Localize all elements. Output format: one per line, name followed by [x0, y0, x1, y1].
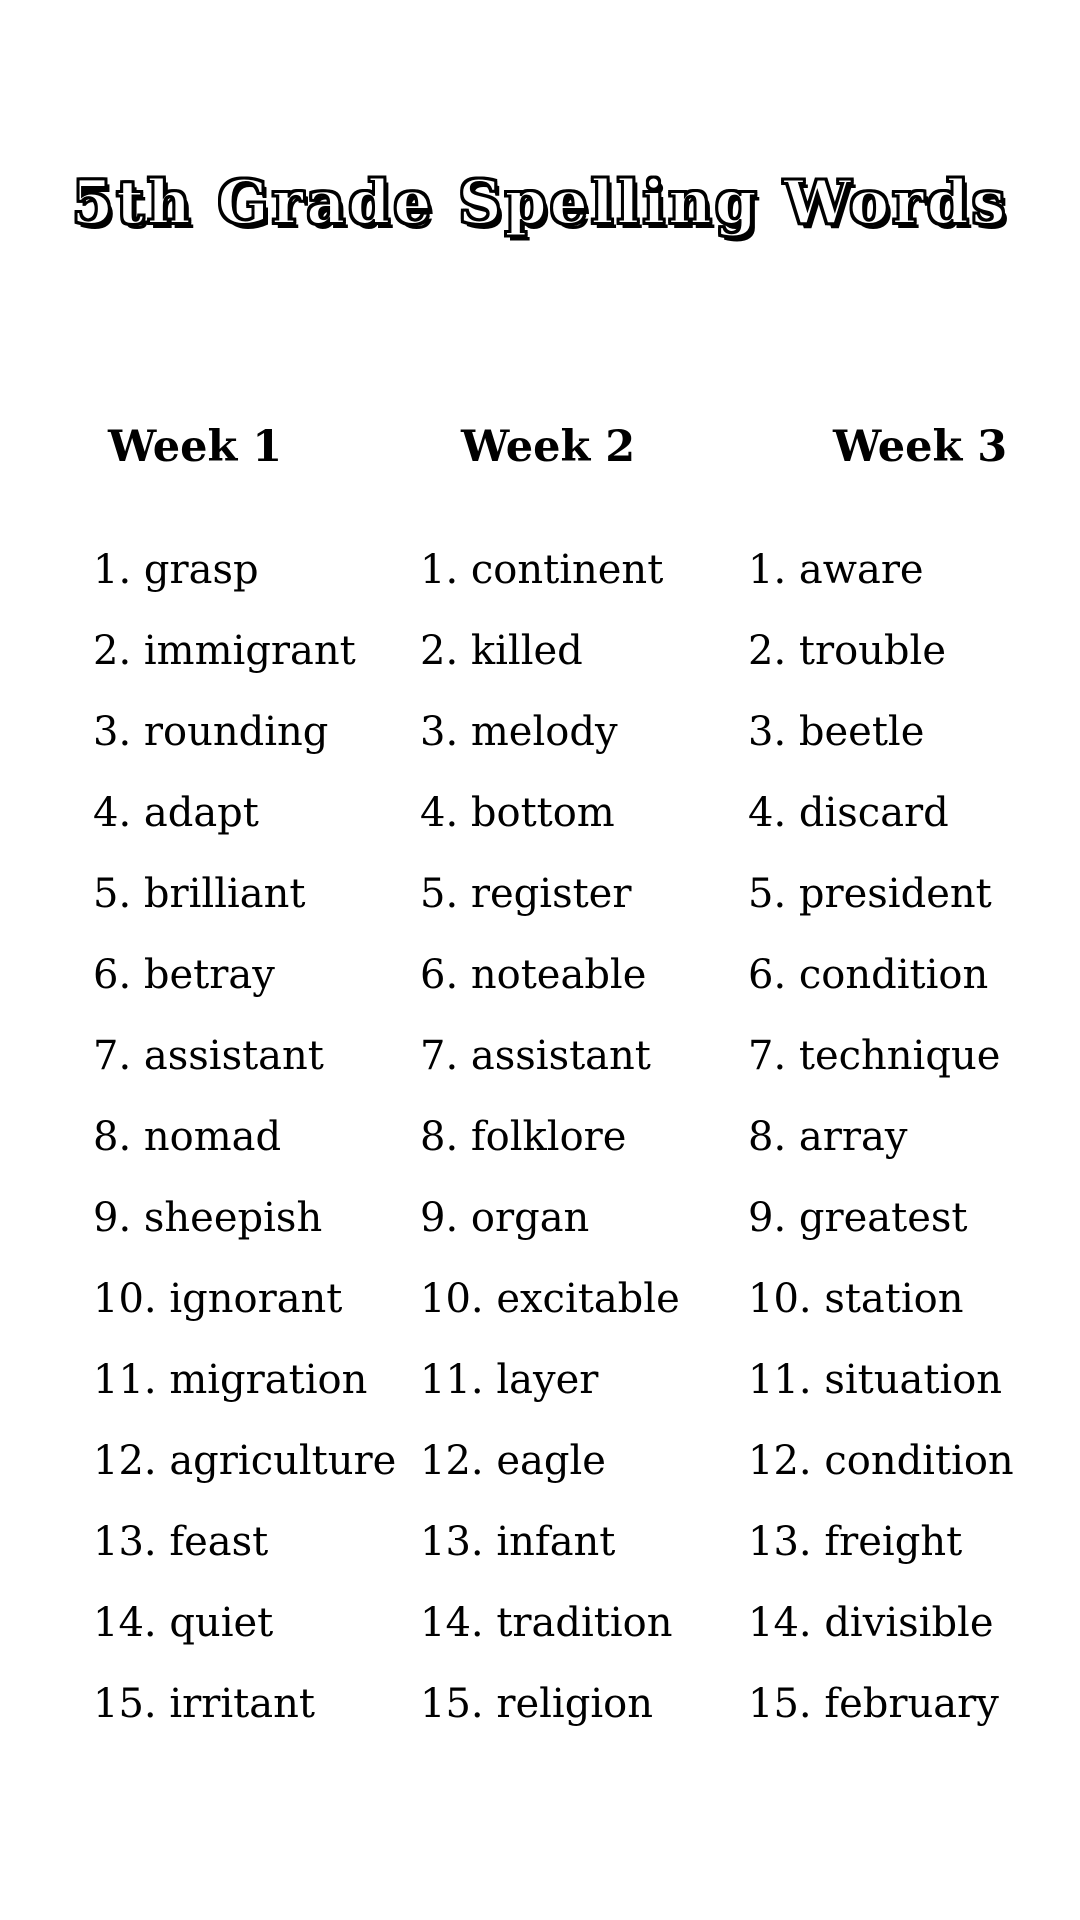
word-item: 12. eagle: [420, 1438, 606, 1484]
word-item: 5. president: [748, 871, 992, 917]
word-item: 6. betray: [93, 952, 275, 998]
word-item: 8. nomad: [93, 1114, 282, 1160]
word-item: 7. technique: [748, 1033, 1001, 1079]
word-item: 12. condition: [748, 1438, 1014, 1484]
word-item: 13. feast: [93, 1519, 269, 1565]
word-item: 8. array: [748, 1114, 908, 1160]
word-item: 9. greatest: [748, 1195, 968, 1241]
word-item: 1. aware: [748, 547, 924, 593]
word-item: 4. discard: [748, 790, 949, 836]
week-2-header: Week 2: [461, 422, 636, 472]
word-item: 10. excitable: [420, 1276, 680, 1322]
word-item: 12. agriculture: [93, 1438, 397, 1484]
word-item: 4. adapt: [93, 790, 259, 836]
word-item: 8. folklore: [420, 1114, 627, 1160]
word-item: 3. beetle: [748, 709, 925, 755]
word-item: 3. melody: [420, 709, 618, 755]
word-item: 1. continent: [420, 547, 664, 593]
word-item: 10. station: [748, 1276, 964, 1322]
week-3-header: Week 3: [833, 422, 1008, 472]
word-item: 7. assistant: [420, 1033, 651, 1079]
word-item: 1. grasp: [93, 547, 259, 593]
word-item: 15. irritant: [93, 1681, 315, 1727]
week-1-word-list: 1. grasp 2. immigrant 3. rounding 4. adapt 5…: [93, 545, 396, 1760]
week-2-word-list: 1. continent 2. killed 3. melody 4. bottom 5…: [420, 545, 680, 1760]
week-1-header: Week 1: [108, 422, 283, 472]
page-title: 5th Grade Spelling Words: [71, 167, 1009, 239]
word-item: 4. bottom: [420, 790, 615, 836]
word-item: 10. ignorant: [93, 1276, 343, 1322]
word-item: 6. condition: [748, 952, 989, 998]
word-item: 2. killed: [420, 628, 583, 674]
word-item: 14. tradition: [420, 1600, 673, 1646]
word-item: 11. layer: [420, 1357, 599, 1403]
word-item: 15. religion: [420, 1681, 653, 1727]
word-item: 13. infant: [420, 1519, 616, 1565]
word-item: 7. assistant: [93, 1033, 324, 1079]
word-item: 14. divisible: [748, 1600, 994, 1646]
word-item: 3. rounding: [93, 709, 329, 755]
word-item: 9. organ: [420, 1195, 590, 1241]
word-item: 13. freight: [748, 1519, 963, 1565]
word-item: 5. brilliant: [93, 871, 306, 917]
word-item: 14. quiet: [93, 1600, 274, 1646]
word-item: 2. trouble: [748, 628, 946, 674]
word-item: 2. immigrant: [93, 628, 356, 674]
word-item: 11. situation: [748, 1357, 1003, 1403]
word-item: 15. february: [748, 1681, 999, 1727]
word-item: 11. migration: [93, 1357, 368, 1403]
word-item: 9. sheepish: [93, 1195, 323, 1241]
word-item: 5. register: [420, 871, 632, 917]
week-3-word-list: 1. aware 2. trouble 3. beetle 4. discard 5. …: [748, 545, 1014, 1760]
word-item: 6. noteable: [420, 952, 647, 998]
